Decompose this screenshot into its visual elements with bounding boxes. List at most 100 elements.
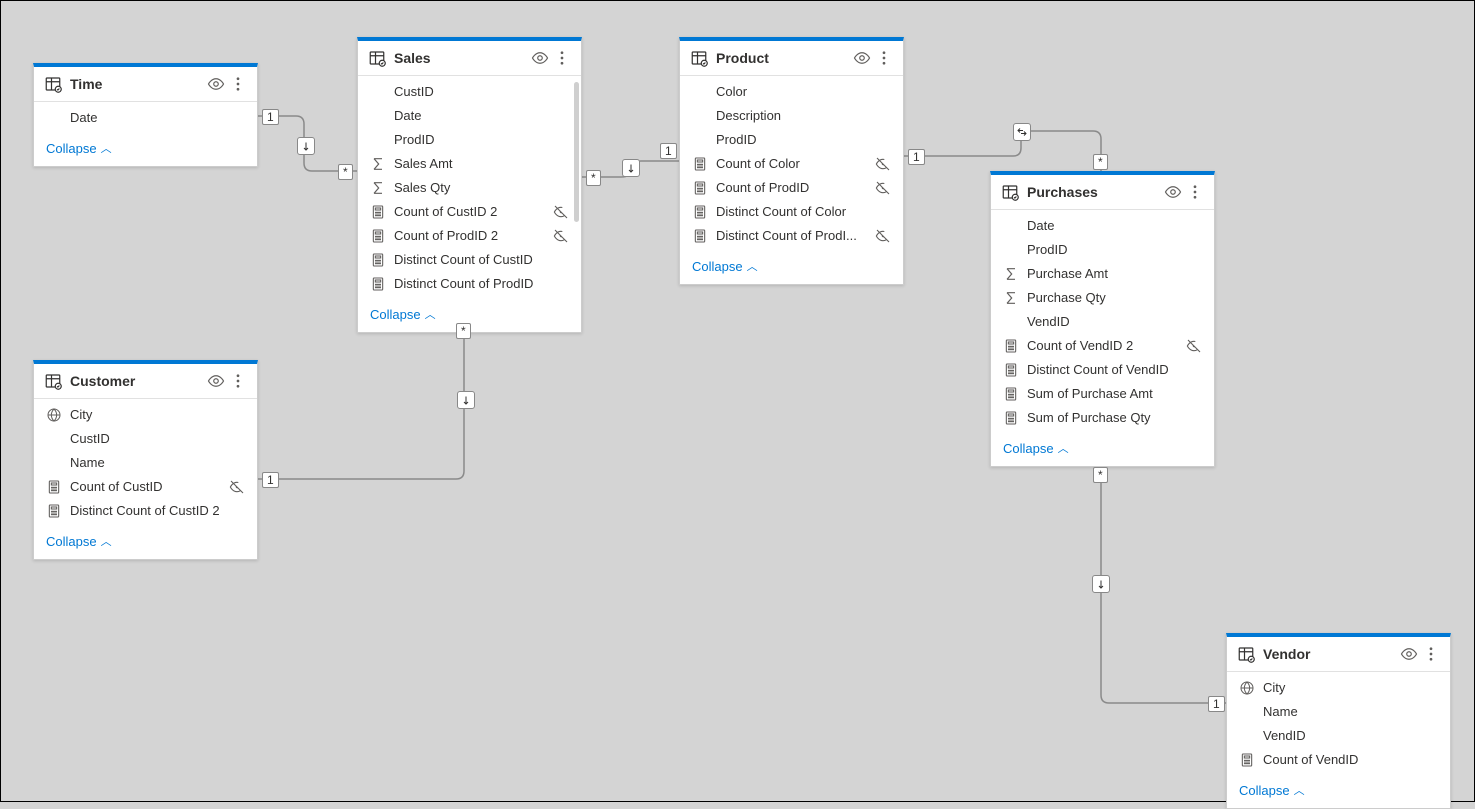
field-row[interactable]: City xyxy=(1227,676,1450,700)
field-row[interactable]: Name xyxy=(1227,700,1450,724)
collapse-button[interactable]: Collapse ︿ xyxy=(680,252,903,284)
table-header[interactable]: Sales xyxy=(358,41,581,76)
table-product[interactable]: Product ColorDescriptionProdIDCount of Co… xyxy=(679,37,904,285)
table-header[interactable]: Vendor xyxy=(1227,637,1450,672)
more-options-icon[interactable] xyxy=(229,75,247,93)
filter-direction-icon[interactable] xyxy=(622,159,640,177)
field-row[interactable]: Date xyxy=(34,106,257,130)
table-icon xyxy=(44,75,62,93)
relationship-line[interactable] xyxy=(904,131,1101,171)
cardinality-badge: * xyxy=(456,323,471,339)
field-row[interactable]: Color xyxy=(680,80,903,104)
sigma-icon xyxy=(1003,266,1019,282)
calc-icon xyxy=(692,228,708,244)
field-label: Name xyxy=(70,454,245,472)
field-row[interactable]: Distinct Count of VendID xyxy=(991,358,1214,382)
collapse-button[interactable]: Collapse︿ xyxy=(34,527,257,559)
field-row[interactable]: Date xyxy=(358,104,581,128)
filter-direction-icon[interactable] xyxy=(1013,123,1031,141)
field-row[interactable]: Count of CustID 2 xyxy=(358,200,581,224)
filter-direction-icon[interactable] xyxy=(297,137,315,155)
field-row[interactable]: Count of Color xyxy=(680,152,903,176)
collapse-button[interactable]: Collapse︿ xyxy=(34,134,257,166)
table-customer[interactable]: Customer CityCustID Name Count of CustIDDis… xyxy=(33,360,258,560)
more-options-icon[interactable] xyxy=(1422,645,1440,663)
field-row[interactable]: ProdID xyxy=(991,238,1214,262)
relationship-line[interactable] xyxy=(1101,465,1226,703)
globe-icon xyxy=(1239,680,1255,696)
table-icon xyxy=(368,49,386,67)
field-row[interactable]: Purchase Amt xyxy=(991,262,1214,286)
visibility-icon[interactable] xyxy=(207,75,225,93)
table-vendor[interactable]: Vendor City Name VendID Count of VendID Colla… xyxy=(1226,633,1451,809)
field-row[interactable]: Sum of Purchase Qty xyxy=(991,406,1214,430)
field-row[interactable]: Count of VendID 2 xyxy=(991,334,1214,358)
more-options-icon[interactable] xyxy=(229,372,247,390)
visibility-icon[interactable] xyxy=(853,49,871,67)
field-row[interactable]: Sales Amt xyxy=(358,152,581,176)
visibility-icon[interactable] xyxy=(207,372,225,390)
table-purchases[interactable]: Purchases Date ProdIDPurchase AmtPurchase … xyxy=(990,171,1215,467)
cardinality-badge: * xyxy=(1093,154,1108,170)
visibility-icon[interactable] xyxy=(531,49,549,67)
field-row[interactable]: VendID xyxy=(991,310,1214,334)
table-sales[interactable]: Sales CustID DateProdIDSales AmtSales Qty C… xyxy=(357,37,582,333)
field-row[interactable]: CustID xyxy=(34,427,257,451)
field-row[interactable]: Count of ProdID 2 xyxy=(358,224,581,248)
table-header[interactable]: Time xyxy=(34,67,257,102)
field-label: Count of VendID xyxy=(1263,751,1438,769)
more-options-icon[interactable] xyxy=(553,49,571,67)
collapse-button[interactable]: Collapse︿ xyxy=(991,434,1214,466)
field-row[interactable]: ProdID xyxy=(680,128,903,152)
field-label: Count of CustID 2 xyxy=(394,203,553,221)
field-row[interactable]: Date xyxy=(991,214,1214,238)
collapse-label: Collapse xyxy=(692,259,743,274)
visibility-icon[interactable] xyxy=(1400,645,1418,663)
field-row[interactable]: Count of CustID xyxy=(34,475,257,499)
field-row[interactable]: Count of ProdID xyxy=(680,176,903,200)
field-row[interactable]: VendID xyxy=(1227,724,1450,748)
field-row[interactable]: Distinct Count of CustID 2 xyxy=(34,499,257,523)
visibility-icon[interactable] xyxy=(1164,183,1182,201)
fields-list: Date xyxy=(34,102,257,134)
field-row[interactable]: Sum of Purchase Amt xyxy=(991,382,1214,406)
collapse-button[interactable]: Collapse︿ xyxy=(1227,776,1450,808)
calc-icon xyxy=(1239,752,1255,768)
field-label: Date xyxy=(1027,217,1202,235)
field-row[interactable]: Name xyxy=(34,451,257,475)
field-row[interactable]: Description xyxy=(680,104,903,128)
fields-list: CityCustID Name Count of CustIDDistinct Co… xyxy=(34,399,257,527)
cardinality-badge: * xyxy=(1093,467,1108,483)
field-label: City xyxy=(1263,679,1438,697)
cardinality-badge: 1 xyxy=(908,149,925,165)
field-row[interactable]: Distinct Count of CustID xyxy=(358,248,581,272)
filter-direction-icon[interactable] xyxy=(457,391,475,409)
more-options-icon[interactable] xyxy=(1186,183,1204,201)
field-row[interactable]: City xyxy=(34,403,257,427)
cardinality-badge: 1 xyxy=(1208,696,1225,712)
chevron-up-icon: ︿ xyxy=(1294,782,1305,798)
chevron-up-icon: ︿ xyxy=(747,258,758,274)
field-label: CustID xyxy=(394,83,569,101)
field-row[interactable]: Purchase Qty xyxy=(991,286,1214,310)
collapse-label: Collapse xyxy=(370,307,421,322)
field-row[interactable]: Count of VendID xyxy=(1227,748,1450,772)
relationship-line[interactable] xyxy=(258,321,464,479)
field-row[interactable]: Distinct Count of ProdID xyxy=(358,272,581,296)
field-row[interactable]: ProdID xyxy=(358,128,581,152)
table-header[interactable]: Customer xyxy=(34,364,257,399)
filter-direction-icon[interactable] xyxy=(1092,575,1110,593)
field-row[interactable]: Distinct Count of ProdI... xyxy=(680,224,903,248)
field-row[interactable]: Distinct Count of Color xyxy=(680,200,903,224)
cardinality-badge: 1 xyxy=(262,109,279,125)
field-row[interactable]: Sales Qty xyxy=(358,176,581,200)
field-row[interactable]: CustID xyxy=(358,80,581,104)
table-header[interactable]: Purchases xyxy=(991,175,1214,210)
field-label: Name xyxy=(1263,703,1438,721)
table-time[interactable]: Time Date Collapse︿ xyxy=(33,63,258,167)
more-options-icon[interactable] xyxy=(875,49,893,67)
cardinality-badge: 1 xyxy=(262,472,279,488)
table-header[interactable]: Product xyxy=(680,41,903,76)
scrollbar[interactable] xyxy=(574,82,579,222)
table-title: Purchases xyxy=(1027,184,1098,200)
